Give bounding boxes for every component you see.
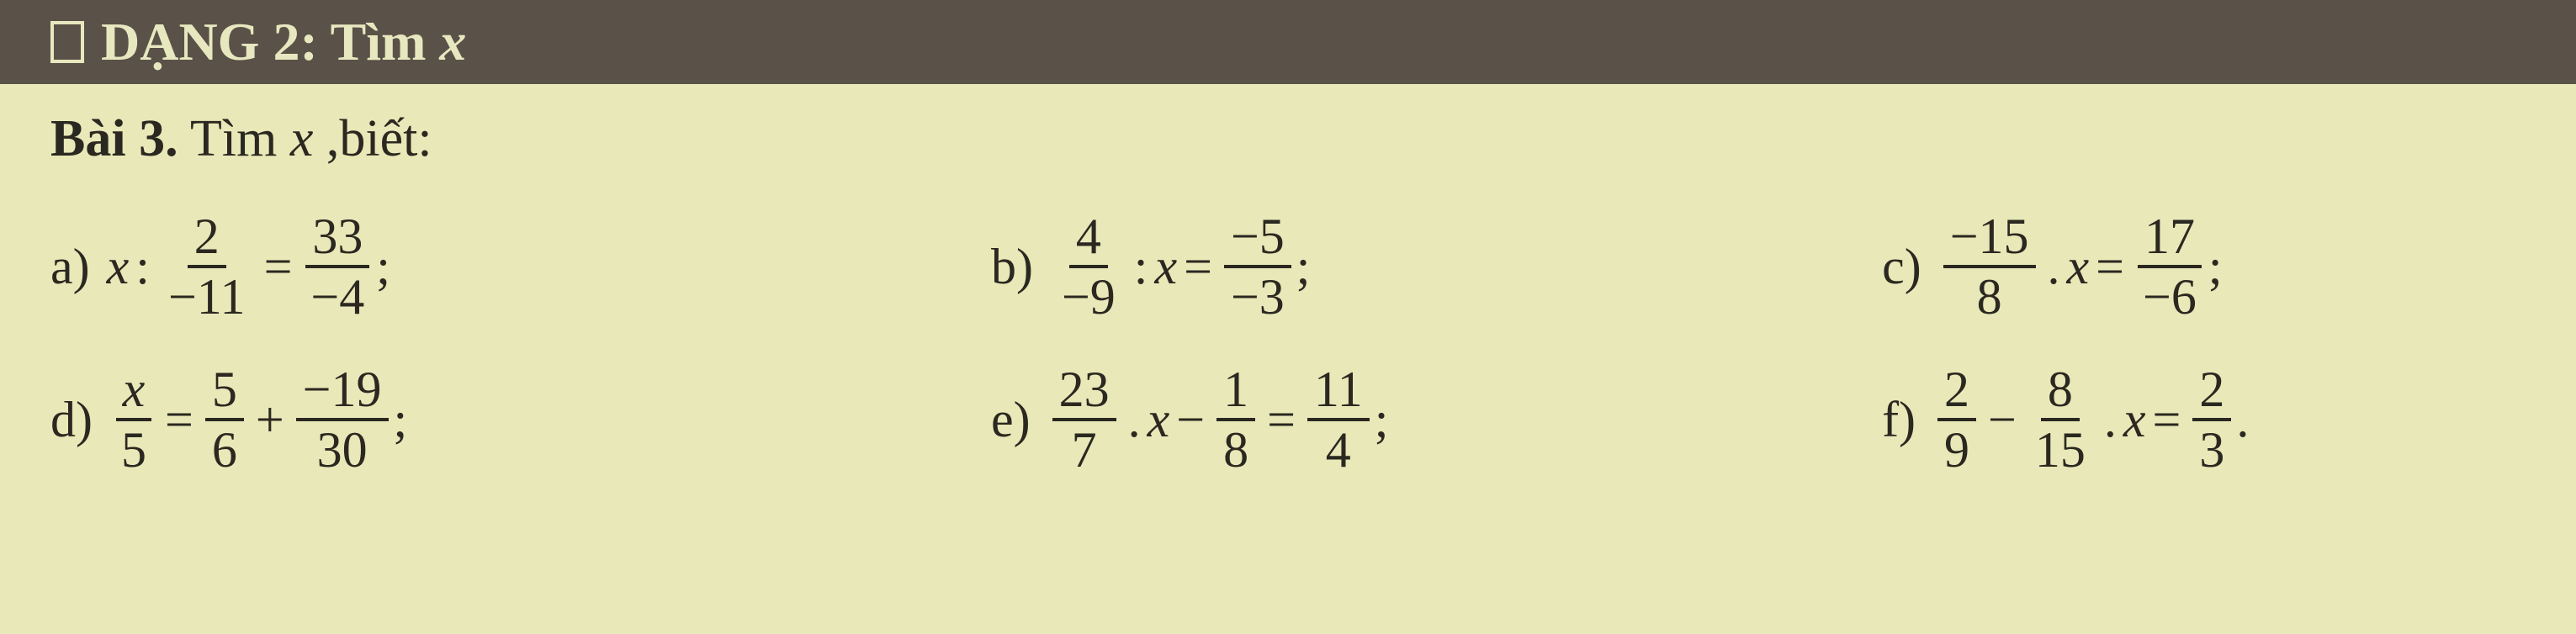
header-text: DẠNG 2: Tìm x DẠNG 2: Tìm x (101, 11, 466, 73)
fraction: 1 8 (1216, 364, 1255, 475)
denominator: 7 (1065, 421, 1104, 475)
denominator: 6 (205, 421, 244, 475)
label-b: b) (991, 238, 1033, 296)
op-equals: = (264, 238, 293, 296)
denominator: 15 (2028, 421, 2092, 475)
numerator: 2 (2192, 364, 2231, 421)
equation-b: 4 −9 : x = −5 −3 ; (1050, 211, 1311, 322)
op-colon: : (1134, 238, 1148, 296)
fraction: 33 −4 (304, 211, 371, 322)
label-c: c) (1882, 238, 1921, 296)
tail: ; (376, 238, 390, 296)
var-x: x (2123, 391, 2146, 449)
op-equals: = (165, 391, 193, 449)
numerator: 17 (2138, 211, 2202, 268)
fraction: −19 30 (296, 364, 389, 475)
fraction: 2 −11 (162, 211, 252, 322)
problem-c: c) −15 8 . x = 17 −6 ; (1882, 211, 2526, 322)
tail: ; (394, 391, 408, 449)
op-equals: = (2096, 238, 2124, 296)
var-x: x (1154, 238, 1177, 296)
label-f: f) (1882, 391, 1916, 449)
var-x: x (2067, 238, 2090, 296)
denominator: −9 (1055, 268, 1122, 322)
fraction: −15 8 (1943, 211, 2036, 322)
problem-e: e) 23 7 . x − 1 8 = 11 4 ; (991, 364, 1882, 475)
equation-d: x 5 = 5 6 + −19 30 ; (109, 364, 407, 475)
fraction: 4 −9 (1055, 211, 1122, 322)
fraction: 8 15 (2028, 364, 2092, 475)
numerator: 4 (1069, 211, 1108, 268)
denominator: 30 (310, 421, 374, 475)
denominator: 4 (1319, 421, 1358, 475)
tail: ; (2208, 238, 2223, 296)
exercise-text-2: ,biết: (326, 110, 432, 167)
op-dot: . (2104, 391, 2117, 449)
problems-grid: a) x : 2 −11 = 33 −4 ; b) 4 (0, 194, 2576, 534)
numerator: 11 (1307, 364, 1370, 421)
tail: ; (1375, 391, 1389, 449)
section-header: DẠNG 2: Tìm x DẠNG 2: Tìm x (0, 0, 2576, 84)
label-e: e) (991, 391, 1031, 449)
op-dot: . (2048, 238, 2060, 296)
problem-row-1: a) x : 2 −11 = 33 −4 ; b) 4 (50, 211, 2526, 322)
denominator: 5 (114, 421, 153, 475)
label-a: a) (50, 238, 90, 296)
op-plus: + (256, 391, 284, 449)
numerator: 23 (1052, 364, 1116, 421)
equation-f: 2 9 − 8 15 . x = 2 3 . (1932, 364, 2249, 475)
fraction: −5 −3 (1224, 211, 1291, 322)
op-dot: . (1128, 391, 1141, 449)
denominator: 9 (1937, 421, 1976, 475)
denominator: −6 (2136, 268, 2203, 322)
denominator: −3 (1224, 268, 1291, 322)
fraction: 2 3 (2192, 364, 2231, 475)
numerator: 2 (1937, 364, 1976, 421)
problem-row-2: d) x 5 = 5 6 + −19 30 ; e) (50, 364, 2526, 475)
op-equals: = (2153, 391, 2181, 449)
numerator: 33 (305, 211, 369, 268)
denominator: 3 (2192, 421, 2231, 475)
tail: . (2236, 391, 2249, 449)
problem-f: f) 2 9 − 8 15 . x = 2 3 . (1882, 364, 2526, 475)
op-equals: = (1267, 391, 1296, 449)
numerator: −5 (1224, 211, 1291, 268)
numerator: 8 (2041, 364, 2080, 421)
denominator: 8 (1216, 421, 1255, 475)
book-icon (50, 21, 84, 63)
numerator: 1 (1216, 364, 1255, 421)
denominator: −4 (304, 268, 371, 322)
numerator: 2 (188, 211, 226, 268)
fraction: 23 7 (1052, 364, 1116, 475)
denominator: −11 (162, 268, 252, 322)
numerator: 5 (205, 364, 244, 421)
var-x: x (107, 238, 130, 296)
fraction: 2 9 (1937, 364, 1976, 475)
op-minus: − (1988, 391, 2017, 449)
equation-e: 23 7 . x − 1 8 = 11 4 ; (1047, 364, 1389, 475)
equation-c: −15 8 . x = 17 −6 ; (1938, 211, 2223, 322)
label-d: d) (50, 391, 93, 449)
problem-d: d) x 5 = 5 6 + −19 30 ; (50, 364, 991, 475)
denominator: 8 (1970, 268, 2009, 322)
op-equals: = (1184, 238, 1212, 296)
numerator: −19 (296, 364, 389, 421)
fraction: 17 −6 (2136, 211, 2203, 322)
tail: ; (1296, 238, 1311, 296)
numerator: −15 (1943, 211, 2036, 268)
fraction: x 5 (114, 364, 153, 475)
op-minus: − (1176, 391, 1205, 449)
exercise-title: Bài 3. Tìm x ,biết: (0, 84, 2576, 194)
fraction: 5 6 (205, 364, 244, 475)
problem-a: a) x : 2 −11 = 33 −4 ; (50, 211, 991, 322)
problem-b: b) 4 −9 : x = −5 −3 ; (991, 211, 1882, 322)
exercise-number: Bài 3. (50, 110, 178, 167)
fraction: 11 4 (1307, 364, 1370, 475)
op-colon: : (135, 238, 150, 296)
numerator: x (116, 364, 152, 421)
equation-a: x : 2 −11 = 33 −4 ; (107, 211, 390, 322)
var-x: x (1148, 391, 1170, 449)
exercise-text-1: Tìm (190, 110, 290, 167)
exercise-var: x (290, 110, 326, 167)
